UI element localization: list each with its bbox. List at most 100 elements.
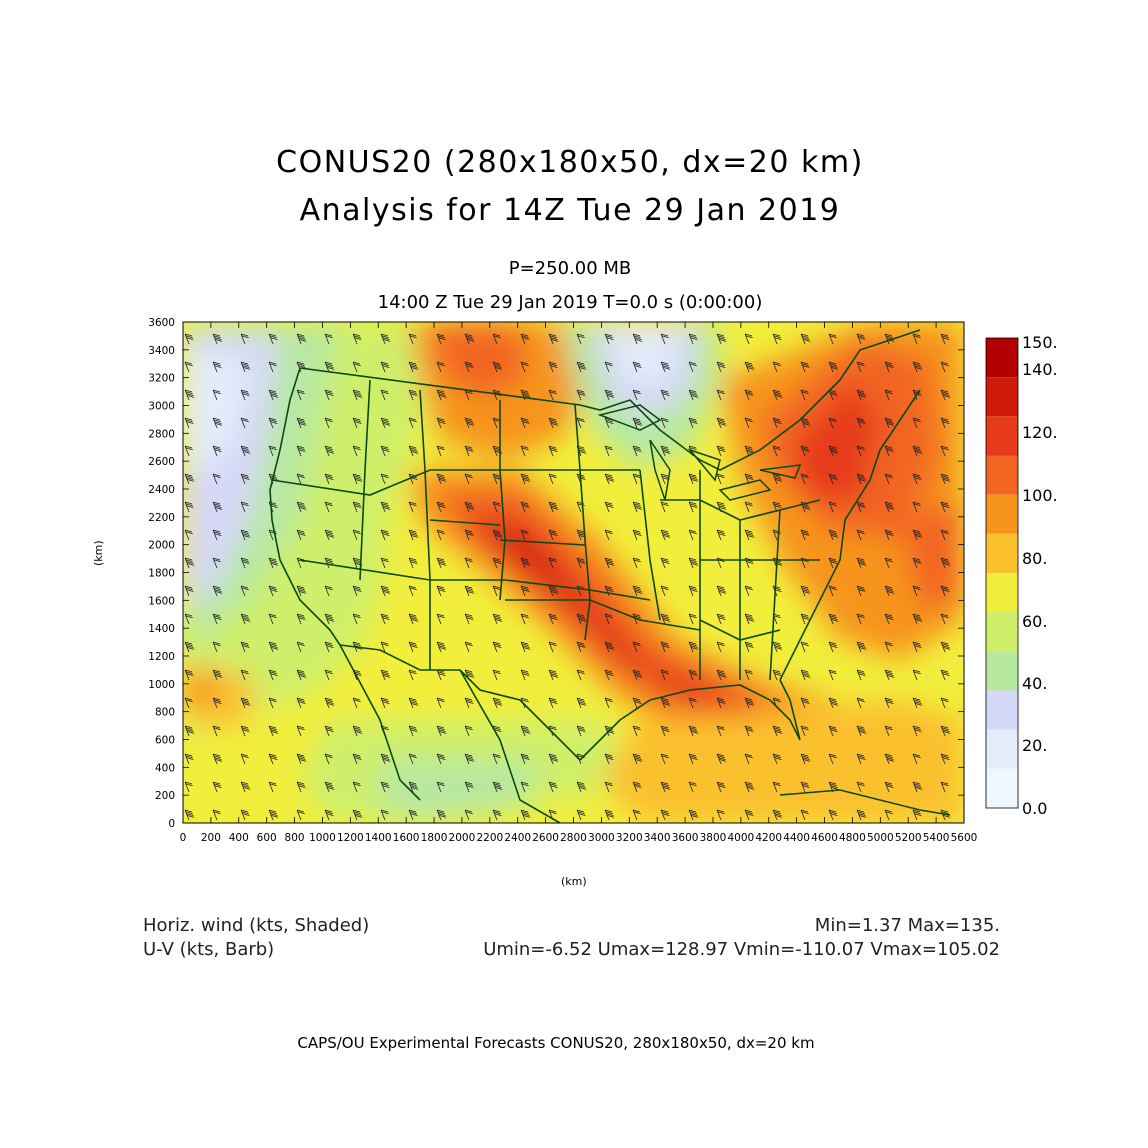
x-axis-label: (km) <box>561 875 587 888</box>
wind-barb <box>268 585 278 597</box>
wind-barb <box>604 641 615 653</box>
wind-barb <box>884 585 895 597</box>
colorbar-segment <box>986 533 1018 573</box>
wind-barb <box>380 445 390 457</box>
x-tick-label: 3600 <box>672 832 699 844</box>
wind-barb <box>744 389 754 401</box>
wind-barb <box>604 725 615 737</box>
wind-barb <box>884 557 893 569</box>
wind-barb <box>324 473 334 485</box>
wind-barb <box>492 697 503 709</box>
wind-barb <box>464 557 473 569</box>
wind-barb <box>828 725 838 737</box>
x-tick-label: 2600 <box>532 832 559 844</box>
wind-barb <box>940 417 950 429</box>
wind-barb <box>688 389 699 401</box>
y-axis-label: (km) <box>92 540 105 566</box>
wind-barb <box>800 613 810 625</box>
wind-barb <box>716 445 726 457</box>
wind-barb <box>940 781 949 793</box>
wind-barb <box>492 641 502 653</box>
wind-barb <box>800 529 810 541</box>
wind-barb <box>296 809 305 821</box>
wind-barb <box>660 697 671 709</box>
wind-barb <box>324 725 334 737</box>
wind-barb <box>268 557 279 569</box>
wind-barb <box>548 781 558 793</box>
wind-barb <box>268 361 277 373</box>
wind-barb <box>408 725 418 737</box>
wind-barb <box>268 389 279 401</box>
wind-barb <box>408 641 418 653</box>
x-tick-label: 3800 <box>700 832 727 844</box>
wind-barb <box>352 781 361 793</box>
wind-barb <box>660 445 671 457</box>
x-tick-label: 4800 <box>839 832 866 844</box>
wind-barb <box>492 333 501 345</box>
wind-barb <box>548 613 558 625</box>
wind-barb <box>716 781 726 793</box>
wind-barb <box>352 557 363 569</box>
y-tick-label: 1000 <box>148 679 175 691</box>
wind-barb <box>296 361 306 373</box>
wind-barb <box>324 445 335 457</box>
x-axis: 0 200 400 600 800 1000 1200 1400 1600 1800 2000 220… <box>180 322 977 844</box>
wind-barb <box>576 781 587 793</box>
wind-barb <box>408 781 419 793</box>
wind-barb <box>576 725 586 737</box>
x-tick-label: 2200 <box>476 832 503 844</box>
wind-barb <box>772 389 783 401</box>
wind-barb <box>268 641 279 653</box>
colorbar-label: 20. <box>1022 736 1047 755</box>
wind-barb <box>324 417 333 429</box>
x-tick-label: 2400 <box>504 832 531 844</box>
wind-barb <box>324 557 334 569</box>
wind-barb <box>716 473 725 485</box>
wind-barb <box>744 473 754 485</box>
wind-barb <box>380 613 390 625</box>
wind-speed-shading <box>183 322 964 823</box>
wind-barb <box>492 445 503 457</box>
wind-barb <box>688 669 698 681</box>
wind-barb <box>856 557 867 569</box>
wind-barb <box>548 529 558 541</box>
wind-barb <box>632 669 643 681</box>
y-tick-label: 1400 <box>148 623 175 635</box>
wind-barb <box>744 613 755 625</box>
wind-barb <box>632 361 642 373</box>
wind-barb <box>632 417 643 429</box>
wind-barb <box>324 781 335 793</box>
wind-barb <box>828 697 839 709</box>
wind-barb <box>800 585 811 597</box>
wind-barb <box>464 613 474 625</box>
wind-barb <box>464 473 473 485</box>
wind-barb <box>940 613 949 625</box>
wind-barb <box>744 333 753 345</box>
wind-barb <box>352 669 362 681</box>
colorbar-segment <box>986 377 1018 417</box>
wind-barb <box>296 613 306 625</box>
wind-barb <box>408 557 418 569</box>
wind-barb <box>352 445 361 457</box>
wind-barb <box>520 417 530 429</box>
wind-barb <box>912 445 923 457</box>
wind-barb <box>716 725 725 737</box>
wind-barb <box>436 669 446 681</box>
wind-barb <box>744 809 754 821</box>
wind-barb <box>548 585 559 597</box>
y-tick-label: 0 <box>168 818 175 830</box>
wind-barb <box>688 641 699 653</box>
wind-barb <box>800 333 811 345</box>
wind-barb <box>940 445 949 457</box>
wind-barb <box>660 809 670 821</box>
wind-barb <box>240 529 251 541</box>
wind-barb <box>940 501 950 513</box>
wind-barb <box>884 333 895 345</box>
wind-barb <box>940 725 951 737</box>
wind-barb <box>688 781 697 793</box>
wind-barb <box>240 361 251 373</box>
wind-barb <box>436 641 447 653</box>
wind-barb <box>660 333 669 345</box>
wind-barb <box>212 725 221 737</box>
wind-barb <box>548 333 559 345</box>
